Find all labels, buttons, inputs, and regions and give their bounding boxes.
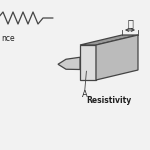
Text: nce: nce bbox=[1, 34, 15, 43]
Text: A: A bbox=[82, 90, 88, 99]
Text: Resistivity: Resistivity bbox=[86, 96, 132, 105]
Text: ℓ: ℓ bbox=[127, 19, 133, 28]
Polygon shape bbox=[58, 57, 80, 69]
Polygon shape bbox=[80, 35, 138, 45]
Polygon shape bbox=[96, 35, 138, 80]
Polygon shape bbox=[80, 45, 96, 80]
